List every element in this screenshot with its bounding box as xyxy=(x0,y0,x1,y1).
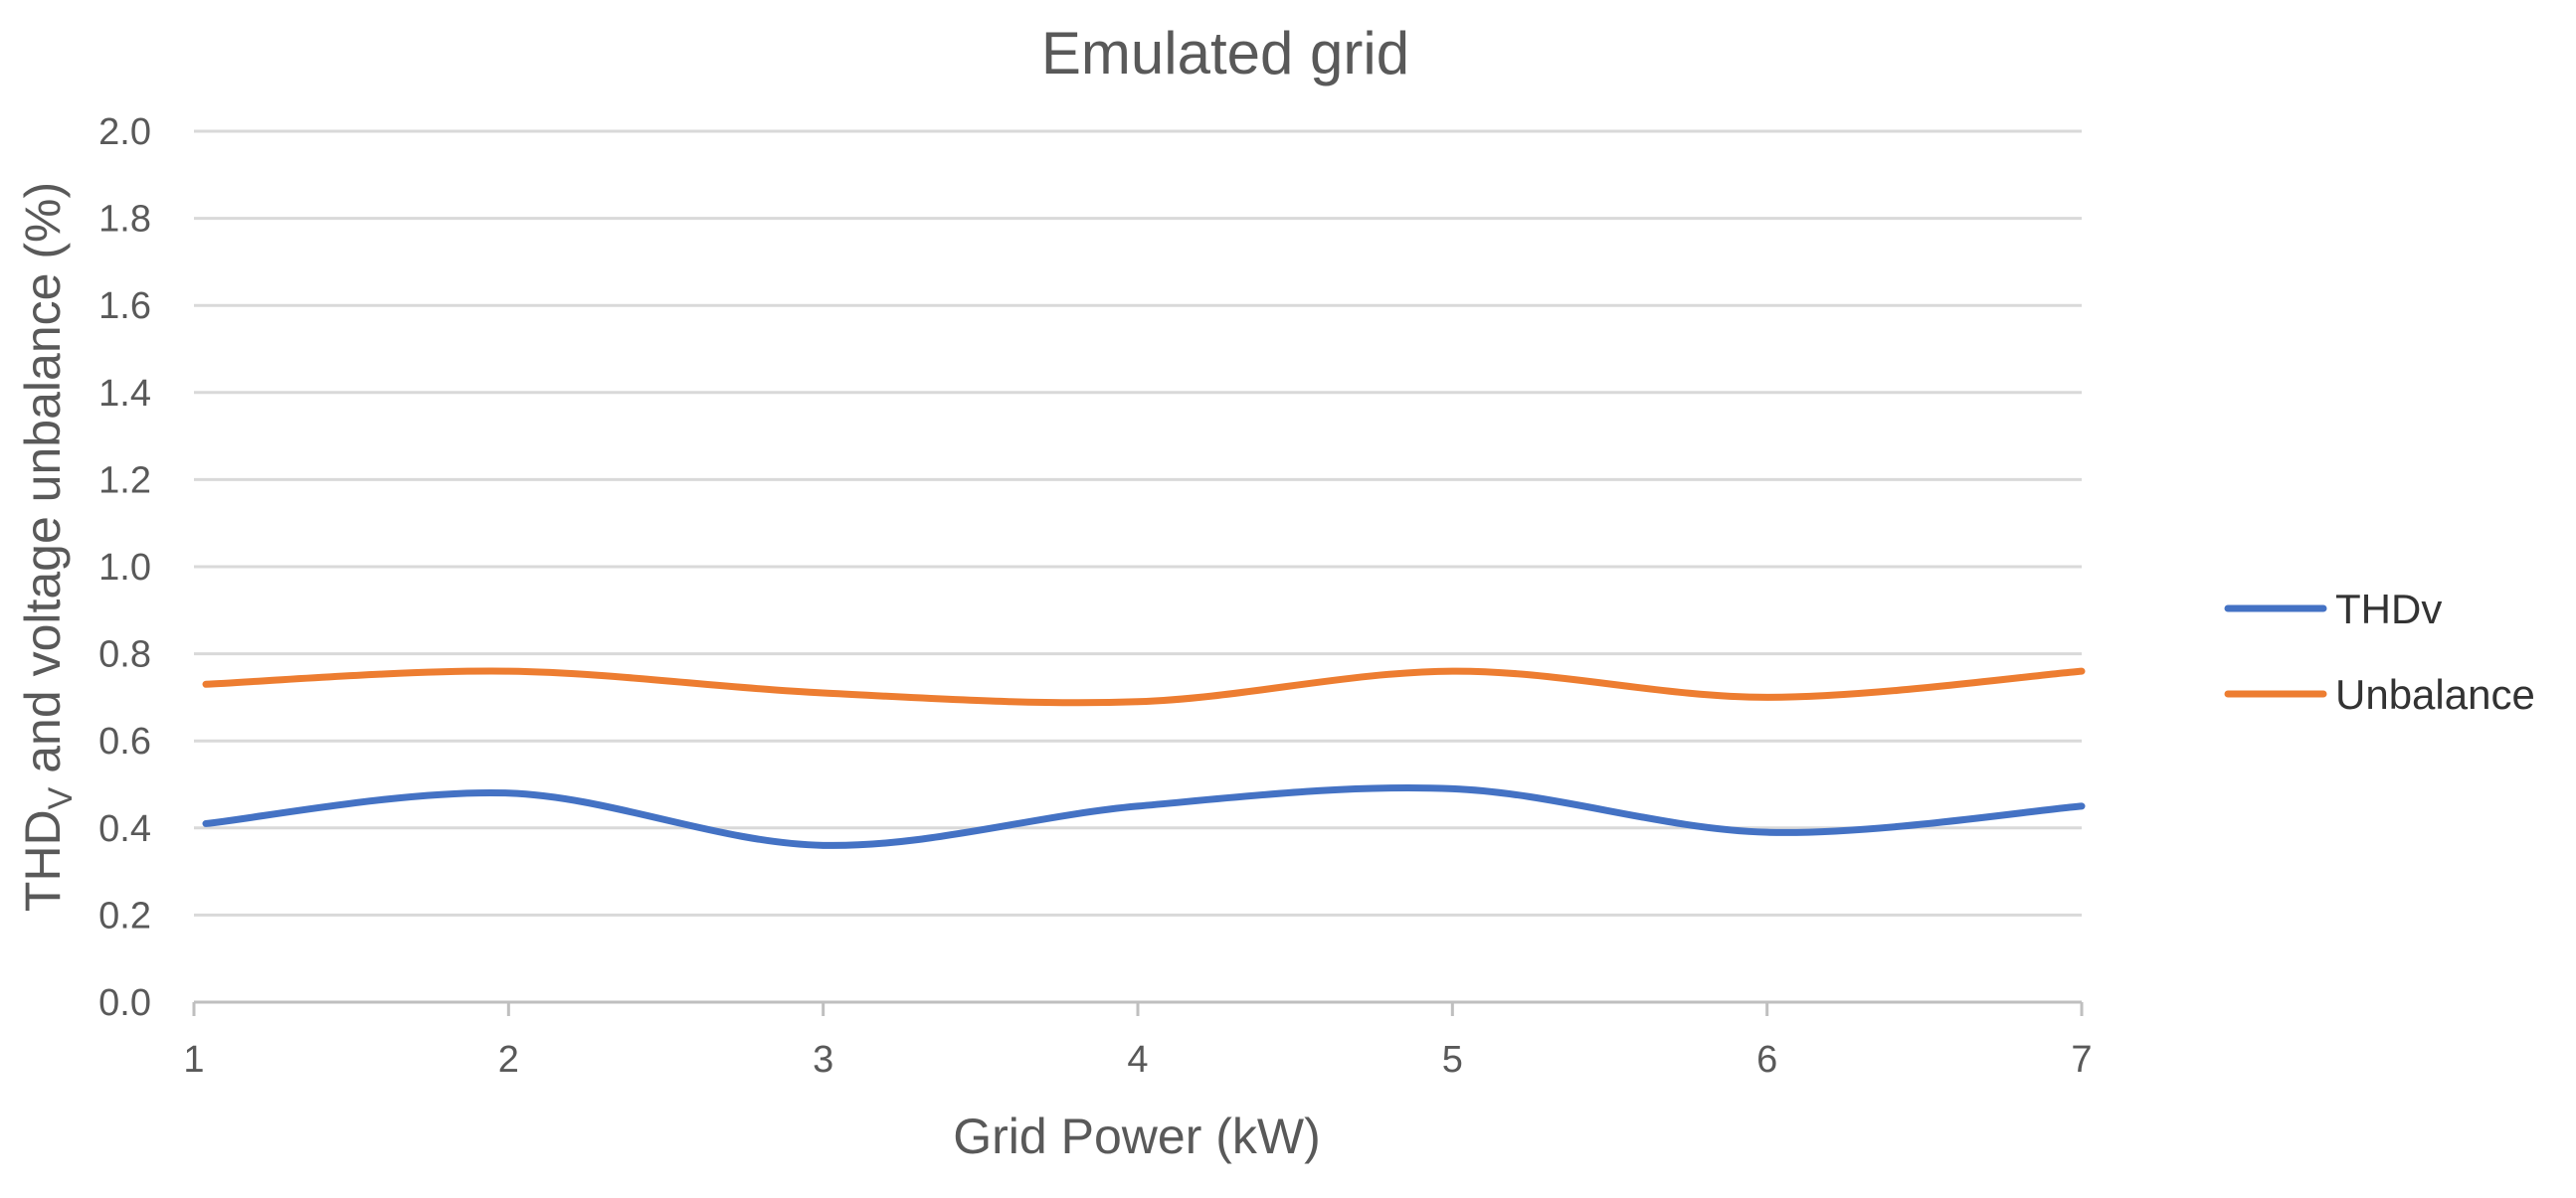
x-tick-label: 2 xyxy=(498,1039,519,1081)
y-tick-label: 1.2 xyxy=(98,459,151,501)
series-lines xyxy=(202,667,2086,849)
y-tick-label: 0.6 xyxy=(98,721,151,763)
x-tick-label: 4 xyxy=(1127,1039,1148,1081)
x-tick-label: 7 xyxy=(2071,1039,2092,1081)
y-tick-label: 1.4 xyxy=(98,373,151,415)
x-tick-label: 3 xyxy=(813,1039,833,1081)
y-axis-title-suffix: and voltage unbalance (%) xyxy=(15,182,71,787)
legend-label-thdv: THDv xyxy=(2335,586,2442,632)
y-tick-label: 0.4 xyxy=(98,808,151,850)
x-axis-tick-labels: 1 2 3 4 5 6 7 xyxy=(183,1039,2092,1081)
chart-title: Emulated grid xyxy=(1041,20,1409,86)
y-tick-label: 1.0 xyxy=(98,547,151,589)
y-tick-label: 0.2 xyxy=(98,895,151,937)
y-tick-label: 0.8 xyxy=(98,634,151,676)
y-axis-title-prefix: THD xyxy=(15,809,71,912)
legend: THDv Unbalance xyxy=(2224,586,2535,718)
y-tick-label: 2.0 xyxy=(98,111,151,153)
y-axis-tick-labels: 0.0 0.2 0.4 0.6 0.8 1.0 1.2 1.4 1.6 1.8 2.0 xyxy=(98,111,151,1024)
y-tick-label: 1.6 xyxy=(98,285,151,327)
x-tick-label: 5 xyxy=(1442,1039,1463,1081)
y-tick-label: 1.8 xyxy=(98,199,151,241)
legend-label-unbalance: Unbalance xyxy=(2335,671,2535,718)
x-tick-label: 6 xyxy=(1756,1039,1777,1081)
x-axis-title: Grid Power (kW) xyxy=(953,1109,1320,1164)
gridlines xyxy=(194,129,2082,917)
series-line-thdv xyxy=(202,783,2086,849)
y-tick-label: 0.0 xyxy=(98,982,151,1024)
x-tick-label: 1 xyxy=(183,1039,204,1081)
series-line-unbalance xyxy=(202,667,2086,707)
y-axis-title-subscript: V xyxy=(42,786,80,809)
x-axis xyxy=(192,1000,2084,1016)
y-axis-title: THDV and voltage unbalance (%) xyxy=(15,182,80,912)
